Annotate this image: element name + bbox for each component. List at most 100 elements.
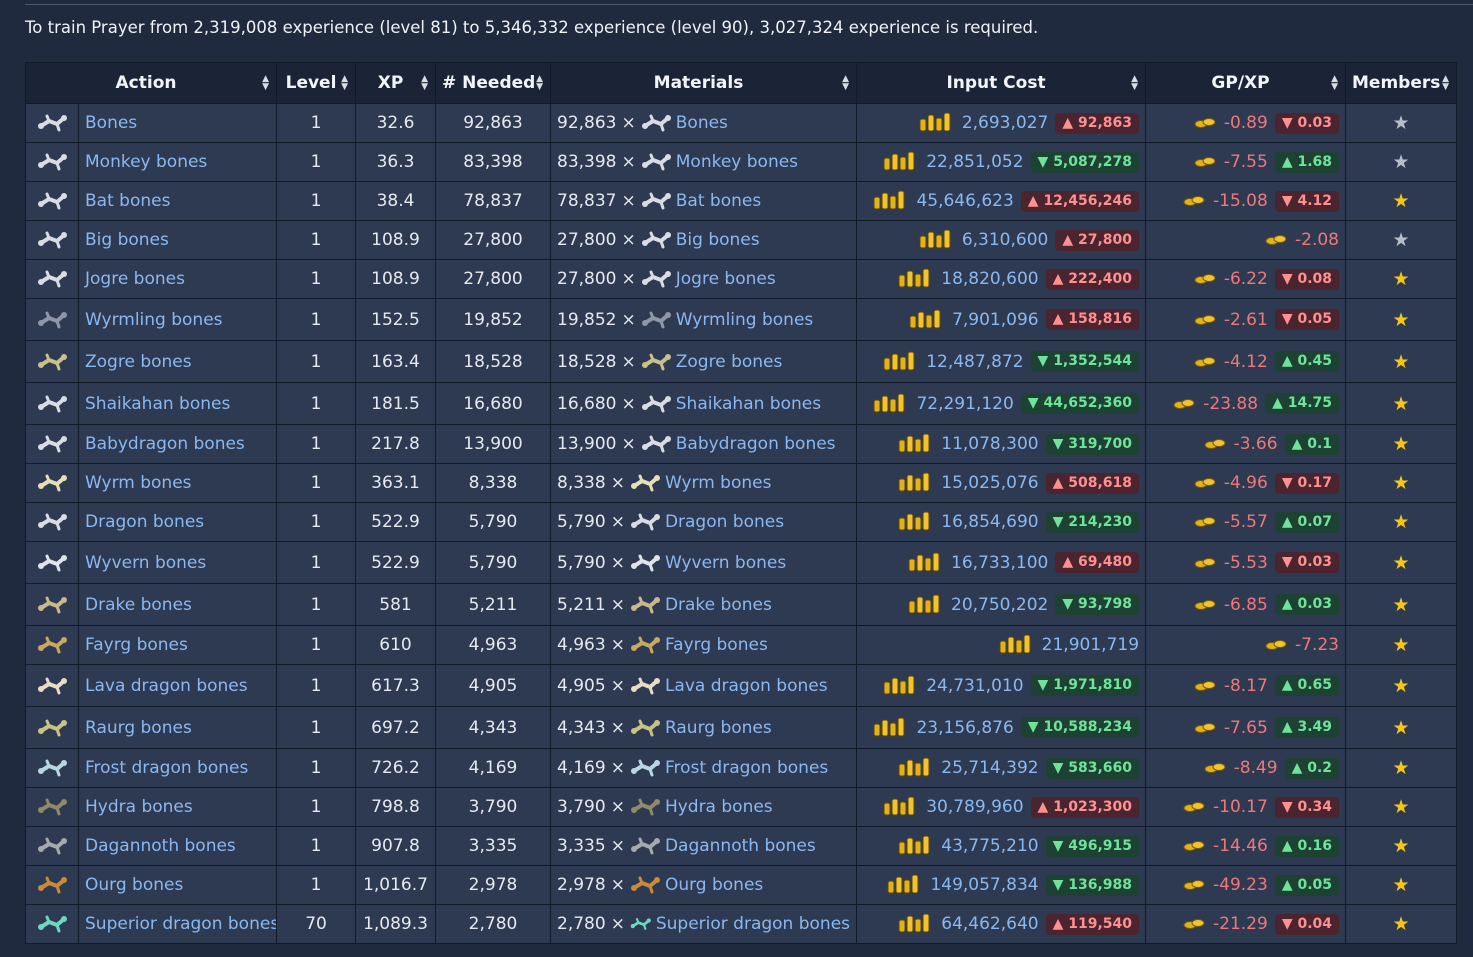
input-cost-value[interactable]: 24,731,010 [926, 675, 1024, 696]
header-gp-xp[interactable]: GP/XP ▲ ▼ [1145, 62, 1347, 104]
material-link[interactable]: Babydragon bones [675, 434, 836, 454]
header-input-cost[interactable]: Input Cost ▲ ▼ [856, 62, 1147, 104]
item-link[interactable]: Raurg bones [85, 717, 192, 738]
material-link[interactable]: Ourg bones [664, 875, 764, 895]
input-cost-value[interactable]: 2,693,027 [961, 113, 1049, 133]
item-link[interactable]: Zogre bones [85, 351, 192, 372]
material-quantity: 3,790 [557, 797, 606, 817]
input-cost-value[interactable]: 20,750,202 [951, 594, 1049, 615]
material-link[interactable]: Bat bones [675, 191, 762, 211]
input-cost-value[interactable]: 16,854,690 [941, 512, 1039, 532]
materials-cell: 27,800 × Jogre bones [550, 259, 858, 299]
action-name-cell: Jogre bones [77, 259, 278, 299]
material-link[interactable]: Dragon bones [664, 512, 785, 532]
material-link[interactable]: Wyrmling bones [675, 309, 814, 330]
item-link[interactable]: Big bones [85, 230, 169, 250]
item-link[interactable]: Monkey bones [85, 152, 208, 172]
input-cost-value[interactable]: 12,487,872 [926, 351, 1024, 372]
item-link[interactable]: Drake bones [85, 594, 192, 615]
header-action[interactable]: Action ▲ ▼ [24, 62, 278, 104]
item-icon-cell [25, 340, 79, 383]
xp-cell: 1,016.7 [355, 865, 437, 905]
free-star-icon: ★ [1392, 151, 1410, 173]
input-cost-value[interactable]: 21,901,719 [1041, 635, 1140, 655]
gp-xp-change-badge: ▼ 0.04 [1274, 913, 1340, 935]
header-xp[interactable]: XP ▲ ▼ [355, 62, 437, 104]
item-link[interactable]: Ourg bones [85, 875, 184, 895]
item-link[interactable]: Wyvern bones [85, 552, 207, 573]
material-link[interactable]: Big bones [675, 230, 760, 250]
input-cost-value[interactable]: 16,733,100 [951, 552, 1049, 573]
gp-xp-cell: -0.89 ▼ 0.03 [1145, 103, 1347, 143]
item-link[interactable]: Wyrmling bones [85, 309, 223, 330]
input-cost-value[interactable]: 43,775,210 [941, 836, 1039, 856]
input-cost-cell: 11,078,300 ▼ 319,700 [856, 424, 1147, 464]
material-link[interactable]: Frost dragon bones [664, 758, 829, 778]
item-link[interactable]: Frost dragon bones [85, 758, 249, 778]
input-cost-value[interactable]: 18,820,600 [941, 269, 1039, 289]
material-link[interactable]: Hydra bones [664, 797, 773, 817]
header-needed[interactable]: # Needed ▲ ▼ [435, 62, 552, 104]
material-link[interactable]: Zogre bones [675, 351, 783, 372]
material-quantity: 19,852 [557, 309, 617, 330]
item-icon-cell [25, 298, 79, 341]
gp-xp-value: -10.17 [1213, 797, 1268, 817]
materials-cell: 78,837 × Bat bones [550, 181, 858, 221]
input-cost-value[interactable]: 22,851,052 [926, 152, 1024, 172]
input-cost-value[interactable]: 72,291,120 [916, 393, 1014, 414]
item-link[interactable]: Bat bones [85, 191, 171, 211]
bone-icon [641, 270, 671, 288]
times-symbol: × [610, 512, 625, 532]
header-materials[interactable]: Materials ▲ ▼ [550, 62, 858, 104]
material-link[interactable]: Fayrg bones [664, 635, 768, 655]
item-link[interactable]: Bones [85, 113, 138, 133]
coins-icon [1194, 314, 1216, 325]
material-link[interactable]: Monkey bones [675, 152, 799, 172]
item-link[interactable]: Dagannoth bones [85, 836, 236, 856]
item-link[interactable]: Wyrm bones [85, 473, 192, 493]
input-cost-value[interactable]: 11,078,300 [941, 434, 1039, 454]
header-level[interactable]: Level ▲ ▼ [276, 62, 357, 104]
material-link[interactable]: Raurg bones [664, 717, 772, 738]
input-cost-value[interactable]: 15,025,076 [941, 473, 1039, 493]
item-link[interactable]: Babydragon bones [85, 434, 245, 454]
input-cost-value[interactable]: 23,156,876 [916, 717, 1014, 738]
members-star-icon: ★ [1392, 674, 1410, 697]
materials-cell: 4,905 × Lava dragon bones [550, 664, 858, 707]
input-cost-value[interactable]: 45,646,623 [916, 191, 1014, 211]
input-cost-value[interactable]: 7,901,096 [952, 309, 1039, 330]
materials-cell: 27,800 × Big bones [550, 220, 858, 260]
input-cost-value[interactable]: 64,462,640 [941, 914, 1039, 934]
xp-cell: 36.3 [355, 142, 437, 182]
xp-cell: 798.8 [355, 787, 437, 827]
material-link[interactable]: Dagannoth bones [664, 836, 816, 856]
item-link[interactable]: Shaikahan bones [85, 393, 231, 414]
material-link[interactable]: Drake bones [664, 594, 772, 615]
item-link[interactable]: Hydra bones [85, 797, 193, 817]
input-cost-value[interactable]: 149,057,834 [930, 875, 1039, 895]
input-cost-value[interactable]: 30,789,960 [926, 797, 1024, 817]
material-link[interactable]: Wyrm bones [664, 473, 772, 493]
needed-cell: 19,852 [435, 298, 552, 341]
material-link[interactable]: Lava dragon bones [664, 675, 828, 696]
cost-change-badge: ▼ 10,588,234 [1020, 717, 1140, 738]
item-link[interactable]: Dragon bones [85, 512, 205, 532]
input-cost-value[interactable]: 6,310,600 [961, 230, 1049, 250]
material-link[interactable]: Shaikahan bones [675, 393, 822, 414]
times-symbol: × [610, 914, 625, 934]
input-cost-value[interactable]: 25,714,392 [941, 758, 1039, 778]
item-link[interactable]: Jogre bones [85, 269, 185, 289]
material-link[interactable]: Jogre bones [675, 269, 776, 289]
material-link[interactable]: Wyvern bones [664, 552, 787, 573]
item-icon-cell [25, 664, 79, 707]
item-link[interactable]: Fayrg bones [85, 635, 188, 655]
item-link[interactable]: Superior dragon bones [85, 914, 277, 934]
cost-change-badge: ▲ 508,618 [1045, 472, 1140, 494]
material-link[interactable]: Bones [675, 113, 728, 133]
coins-icon [883, 351, 915, 370]
table-row: Hydra bones 1 798.8 3,790 3,790 × Hydra bones 3… [25, 787, 1458, 827]
material-link[interactable]: Superior dragon bones [655, 914, 851, 934]
header-members[interactable]: Members ▲ ▼ [1345, 62, 1458, 104]
item-link[interactable]: Lava dragon bones [85, 675, 248, 696]
coins-icon [908, 552, 940, 571]
